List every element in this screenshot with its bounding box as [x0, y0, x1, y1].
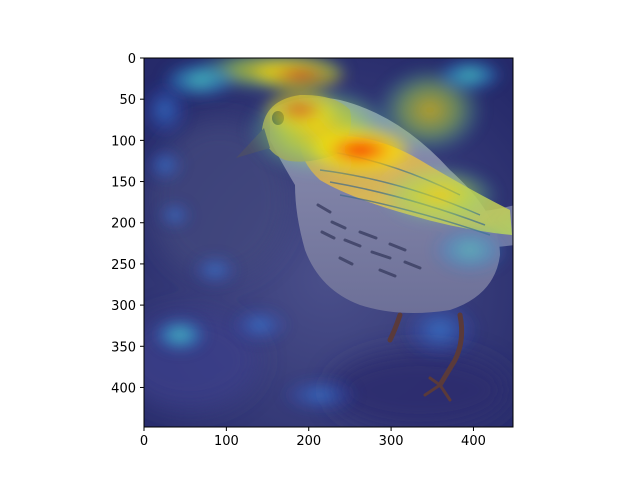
x-axis: 0 100 200 300 400	[140, 427, 486, 449]
x-tick-label: 300	[379, 434, 404, 449]
y-tick-label: 250	[111, 258, 136, 273]
y-axis: 0 50 100 150 200 250 300 350 400	[111, 52, 144, 396]
y-tick-label: 150	[111, 176, 136, 191]
y-tick-label: 300	[111, 299, 136, 314]
y-tick-label: 200	[111, 217, 136, 232]
x-tick-label: 200	[296, 434, 321, 449]
y-tick-label: 100	[111, 134, 136, 149]
y-tick-label: 50	[119, 93, 136, 108]
y-tick-label: 350	[111, 340, 136, 355]
x-tick-label: 100	[214, 434, 239, 449]
y-tick-label: 400	[111, 381, 136, 396]
heatmap-overlay-image	[144, 58, 513, 427]
x-tick-label: 400	[461, 434, 486, 449]
x-tick-label: 0	[140, 434, 148, 449]
plot-frame	[143, 57, 514, 428]
y-tick-label: 0	[128, 52, 136, 67]
